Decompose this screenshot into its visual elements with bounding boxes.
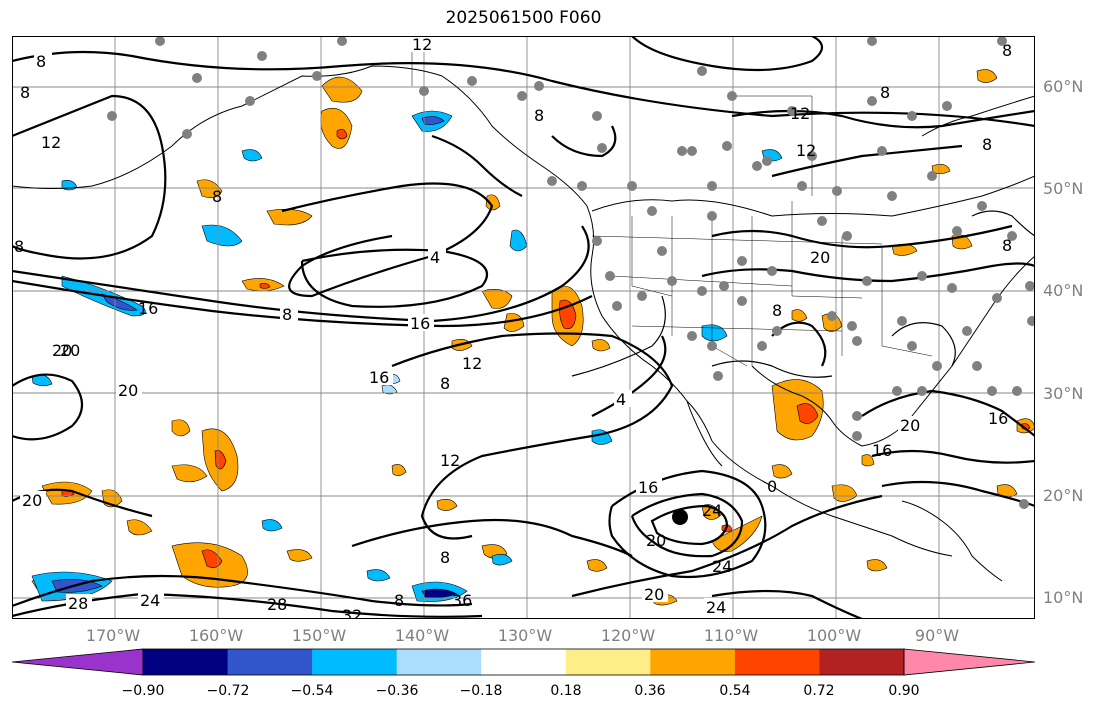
lat-label: 50°N bbox=[1043, 179, 1084, 198]
contour-label: 8 bbox=[14, 237, 24, 256]
colorbar-tick-label: 0.18 bbox=[550, 683, 582, 699]
station-markers bbox=[107, 36, 1035, 509]
colorbar-tick-label: 0.54 bbox=[719, 683, 751, 699]
contour-label: 4 bbox=[616, 390, 626, 409]
colorbar-tick-label: −0.36 bbox=[375, 683, 419, 699]
contour-label: 20 bbox=[810, 248, 830, 267]
colorbar-over-extension bbox=[904, 649, 1035, 675]
colorbar-segment bbox=[734, 649, 820, 675]
contour-label: 16 bbox=[988, 409, 1008, 428]
contour-label: 20 bbox=[22, 491, 42, 510]
lon-label: 120°W bbox=[600, 626, 656, 645]
lon-label: 140°W bbox=[394, 626, 450, 645]
cyclone-center-marker bbox=[672, 509, 688, 525]
negative-shading bbox=[31, 110, 783, 602]
lon-label: 110°W bbox=[703, 626, 759, 645]
contour-label: 8 bbox=[212, 187, 222, 206]
contour-label: 16 bbox=[638, 478, 658, 497]
contour-label: 12 bbox=[440, 451, 460, 470]
contour-label: 20 bbox=[644, 585, 664, 604]
contour-label: 24 bbox=[140, 591, 160, 610]
colorbar-segment bbox=[312, 649, 398, 675]
colorbar-tick-label: 0.72 bbox=[803, 683, 835, 699]
lon-label: 150°W bbox=[291, 626, 347, 645]
contour-label: 20 bbox=[900, 416, 920, 435]
contour-label-group: 12 8 8 12 8 12 12 8 8 8 8 4 8 16 16 12 8… bbox=[14, 36, 1012, 619]
contour-label: 8 bbox=[880, 83, 890, 102]
contour-label: 8 bbox=[36, 52, 46, 71]
colorbar-segment bbox=[143, 649, 229, 675]
colorbar-segment bbox=[227, 649, 313, 675]
lat-label: 20°N bbox=[1043, 486, 1084, 505]
contour-label: 16 bbox=[410, 314, 430, 333]
contour-label: 28 bbox=[267, 595, 287, 614]
lat-label: 10°N bbox=[1043, 588, 1084, 607]
contour-label: 4 bbox=[430, 248, 440, 267]
contour-label: 20 bbox=[60, 341, 80, 360]
colorbar-tick-label: −0.54 bbox=[290, 683, 334, 699]
colorbar-segment bbox=[396, 649, 482, 675]
contour-label: 20 bbox=[118, 381, 138, 400]
colorbar-tick-label: −0.72 bbox=[206, 683, 250, 699]
lat-label: 60°N bbox=[1043, 77, 1084, 96]
contour-label: 16 bbox=[138, 299, 158, 318]
contour-label: 36 bbox=[452, 591, 472, 610]
contour-lines-thin bbox=[571, 210, 1035, 378]
contour-label: 12 bbox=[41, 133, 61, 152]
contour-label: 8 bbox=[394, 591, 404, 610]
contour-label: 20 bbox=[646, 531, 666, 550]
colorbar-segment bbox=[650, 649, 736, 675]
colorbar-segment bbox=[565, 649, 651, 675]
colorbar-under-extension bbox=[12, 649, 143, 675]
lon-label: 160°W bbox=[188, 626, 244, 645]
lat-label: 40°N bbox=[1043, 281, 1084, 300]
colorbar bbox=[12, 648, 1035, 676]
lon-label: 100°W bbox=[806, 626, 862, 645]
lon-label: 130°W bbox=[497, 626, 553, 645]
map-panel: 12 8 8 12 8 12 12 8 8 8 8 4 8 16 16 12 8… bbox=[12, 36, 1035, 619]
contour-label: 24 bbox=[706, 598, 726, 617]
contour-label: 12 bbox=[462, 354, 482, 373]
contour-label: 8 bbox=[20, 83, 30, 102]
colorbar-tick-label: 0.36 bbox=[634, 683, 666, 699]
colorbar-tick-label: −0.90 bbox=[121, 683, 165, 699]
contour-label: 12 bbox=[796, 141, 816, 160]
contour-label: 12 bbox=[412, 36, 432, 54]
contour-label: 8 bbox=[1002, 41, 1012, 60]
plot-title: 2025061500 F060 bbox=[445, 8, 602, 28]
contour-label: 8 bbox=[1002, 236, 1012, 255]
contour-label: 8 bbox=[440, 374, 450, 393]
contour-label: 16 bbox=[369, 368, 389, 387]
contour-label: 8 bbox=[282, 305, 292, 324]
contour-label: 20 bbox=[52, 341, 72, 360]
contour-label: 8 bbox=[772, 301, 782, 320]
state-borders bbox=[411, 36, 933, 367]
colorbar-segment bbox=[481, 649, 567, 675]
contour-label: 8 bbox=[534, 106, 544, 125]
contour-label: 12 bbox=[790, 104, 810, 123]
lat-label: 30°N bbox=[1043, 384, 1084, 403]
contour-label: 8 bbox=[440, 548, 450, 567]
colorbar-segment bbox=[819, 649, 905, 675]
contour-label: 32 bbox=[342, 606, 362, 619]
contour-label: 0 bbox=[767, 477, 777, 496]
contour-label: 8 bbox=[982, 135, 992, 154]
colorbar-tick-label: 0.90 bbox=[888, 683, 920, 699]
lon-label: 170°W bbox=[85, 626, 141, 645]
colorbar-tick-label: −0.18 bbox=[459, 683, 503, 699]
lon-label: 90°W bbox=[914, 626, 960, 645]
contour-label: 28 bbox=[68, 594, 88, 613]
contour-label: 24 bbox=[712, 557, 732, 576]
contour-label: 16 bbox=[872, 441, 892, 460]
contour-label: 24 bbox=[702, 501, 722, 520]
